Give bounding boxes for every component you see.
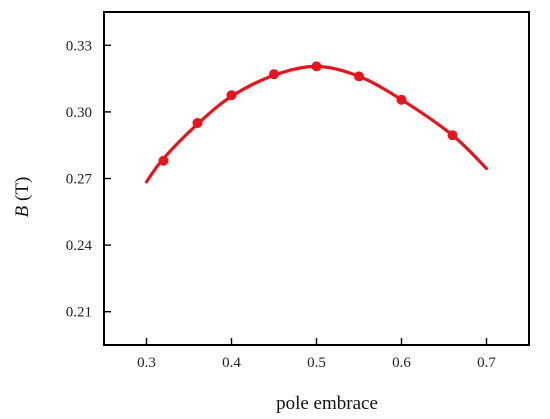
y-tick-label: 0.33 [66,38,92,54]
series-layer [144,61,489,184]
x-tick-label: 0.3 [137,355,156,371]
y-axis-unit: (T) [12,177,33,206]
y-tick-label: 0.24 [66,238,93,254]
y-axis-symbol: B [12,205,33,217]
x-tick-label: 0.7 [477,355,496,371]
series-line [144,64,489,184]
x-tick-label: 0.5 [307,355,326,371]
plot-frame [103,11,530,346]
data-point-marker [354,71,364,82]
data-point-marker [396,94,407,105]
y-axis-title: B (T) [12,177,33,218]
data-point-marker [226,90,237,101]
axis-ticks: 0.3 0.4 0.5 0.6 0.7 0.21 0.24 0.27 0.30 0.33 [66,38,497,371]
data-point-marker [311,61,322,72]
data-point-marker [447,130,458,141]
data-point-marker [269,69,279,80]
data-point-marker [158,155,169,166]
data-point-marker [192,118,203,128]
y-tick-label: 0.21 [66,305,92,321]
x-tick-label: 0.4 [222,355,241,371]
x-tick-label: 0.6 [392,355,411,371]
x-axis-title: pole embrace [276,393,378,414]
y-tick-label: 0.27 [66,172,93,188]
y-tick-label: 0.30 [66,105,92,121]
